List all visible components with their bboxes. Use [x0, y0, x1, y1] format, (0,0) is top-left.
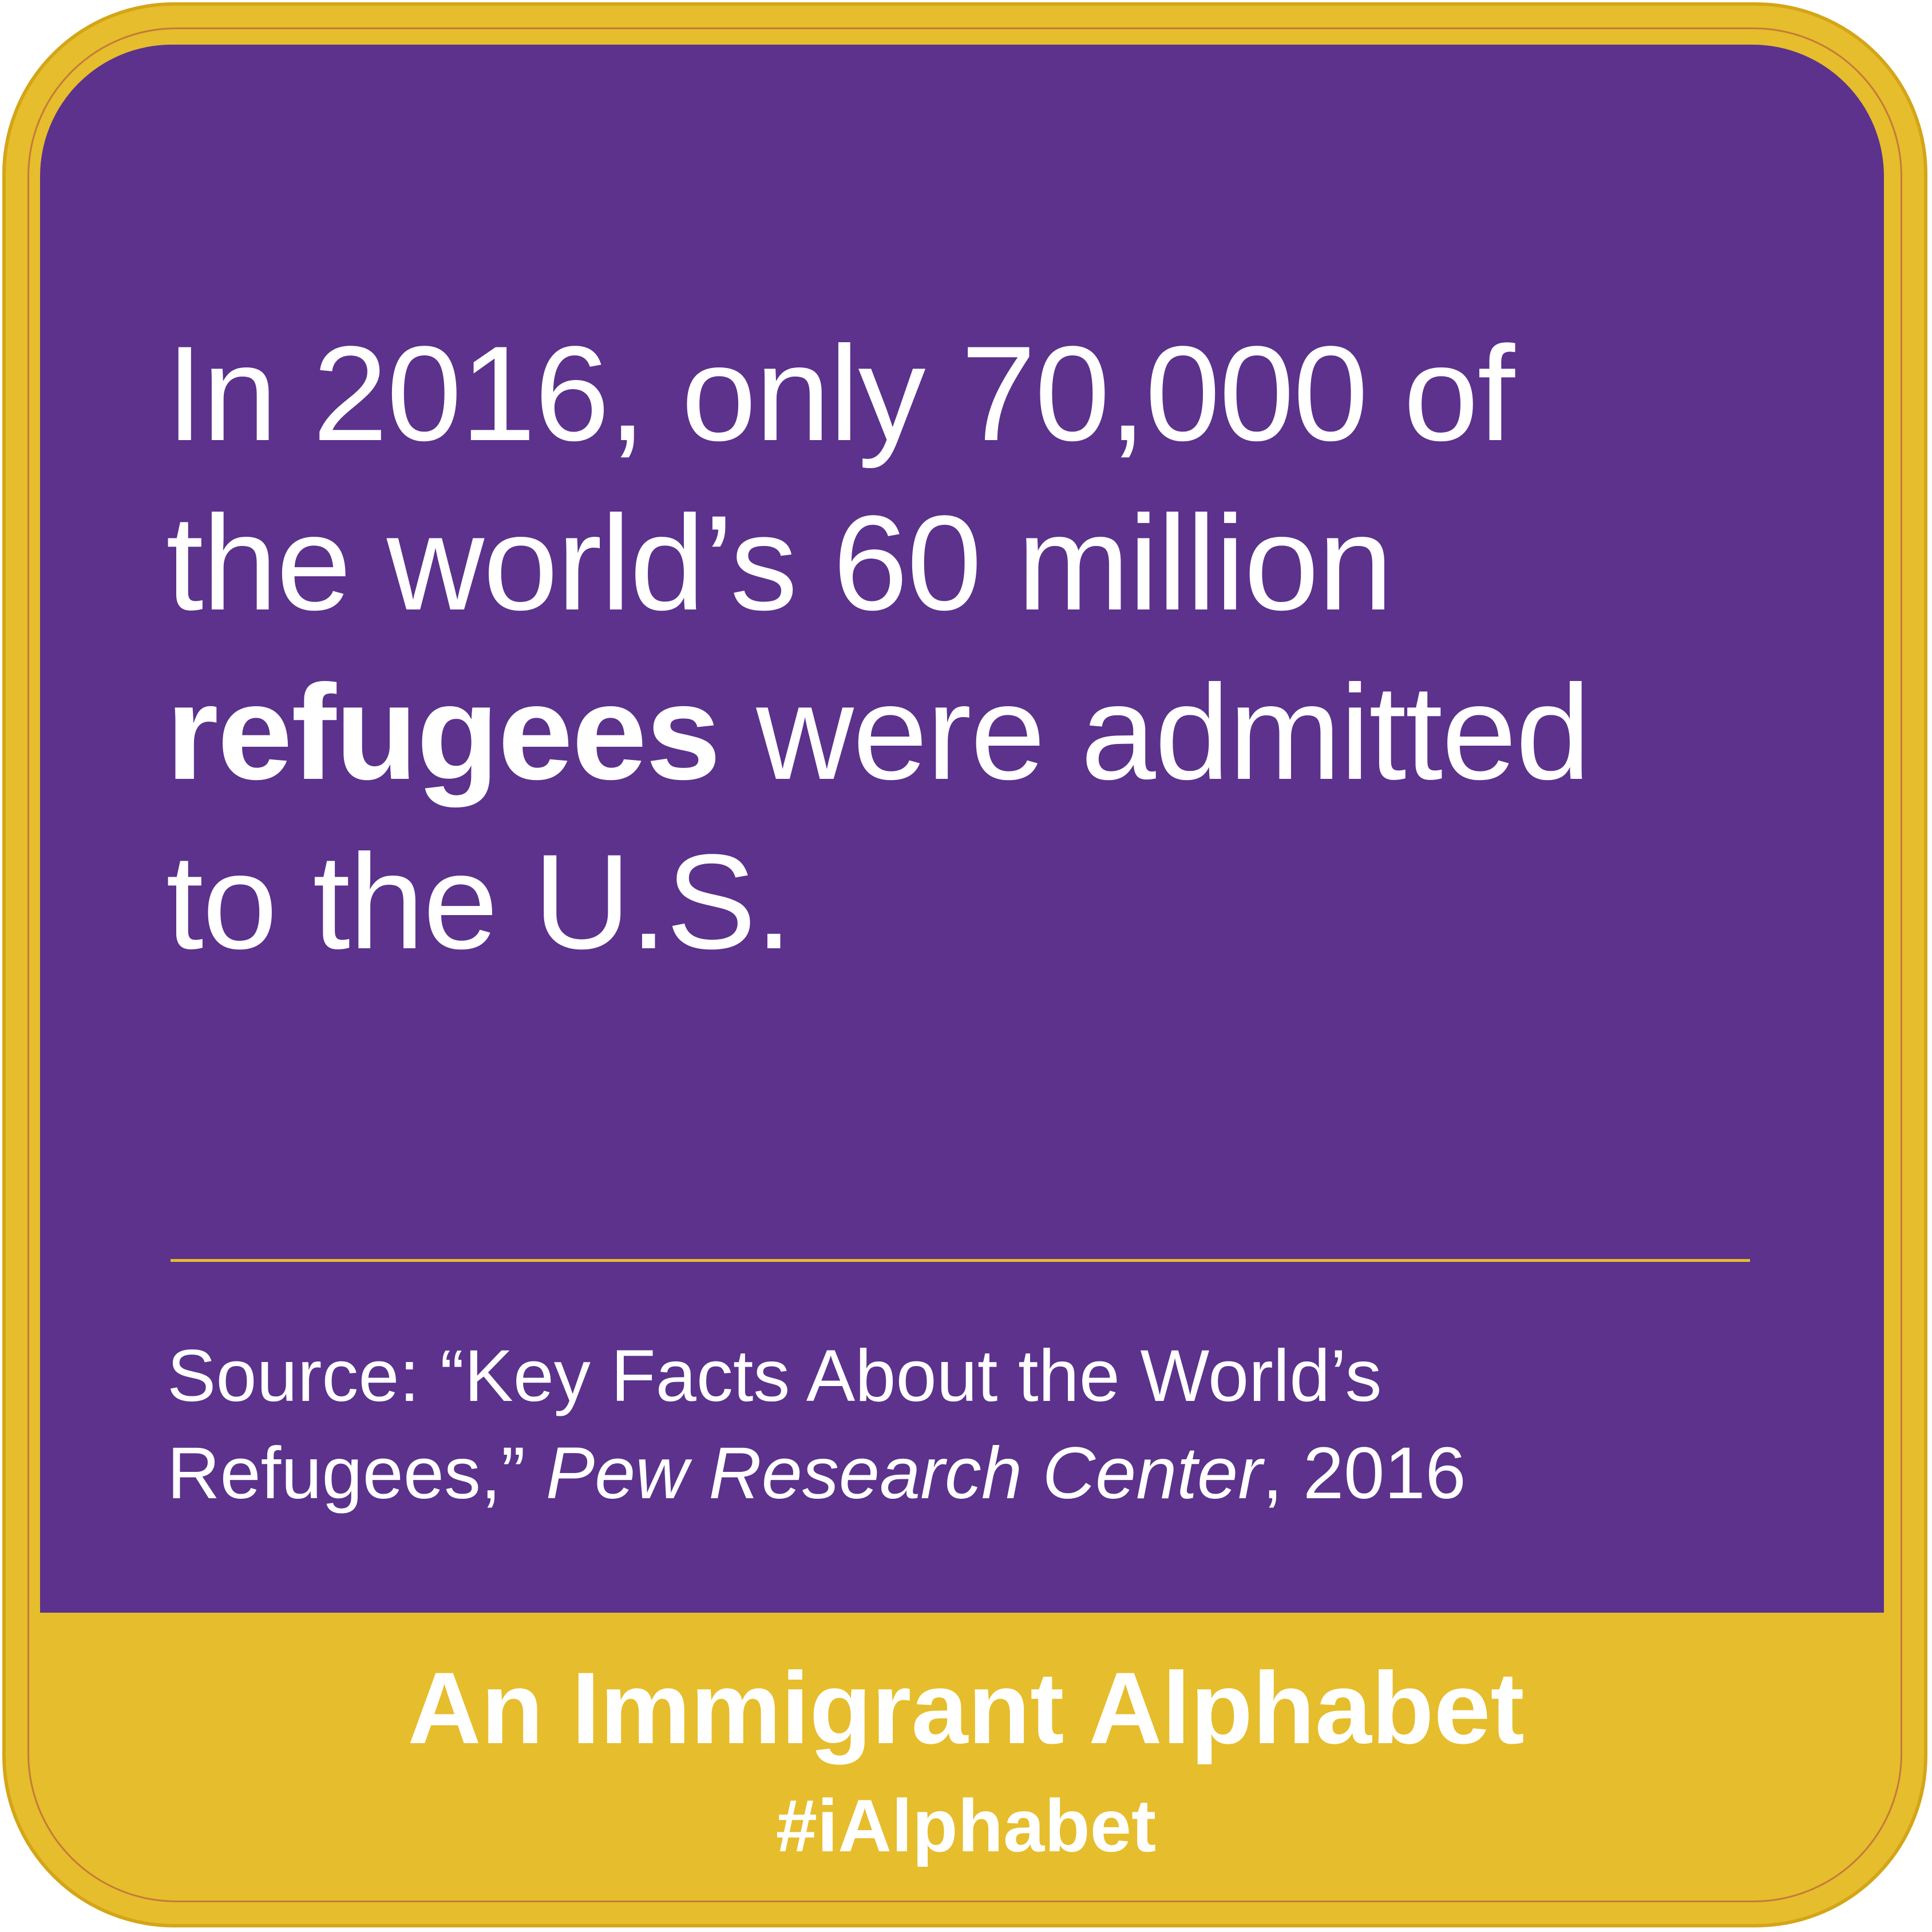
footer-title: An Immigrant Alphabet	[407, 1651, 1525, 1765]
headline-line-1: In 2016, only 70,000 of	[166, 318, 1515, 469]
source-line-2-start: Refugees,”	[167, 1432, 546, 1514]
footer-hashtag: #iAlphabet	[775, 1784, 1157, 1867]
source-publisher: Pew Research Center	[545, 1432, 1262, 1514]
headline-line-3: refugees were admitted	[166, 648, 1711, 817]
source-line-1: Source: “Key Facts About the World’s	[167, 1335, 1382, 1417]
source-citation: Source: “Key Facts About the World’s Ref…	[167, 1328, 1769, 1522]
source-line-2-end: , 2016	[1262, 1432, 1466, 1514]
source-line-2: Refugees,” Pew Research Center, 2016	[167, 1425, 1769, 1522]
headline-line-4: to the U.S.	[166, 826, 793, 977]
fact-headline: In 2016, only 70,000 of the world’s 60 m…	[166, 309, 1711, 987]
headline-line-2: the world’s 60 million	[166, 488, 1393, 639]
divider-line	[171, 1259, 1750, 1262]
fact-panel	[40, 45, 1884, 1613]
headline-line-3-rest: were admitted	[719, 657, 1590, 808]
headline-emphasis: refugees	[166, 657, 721, 808]
